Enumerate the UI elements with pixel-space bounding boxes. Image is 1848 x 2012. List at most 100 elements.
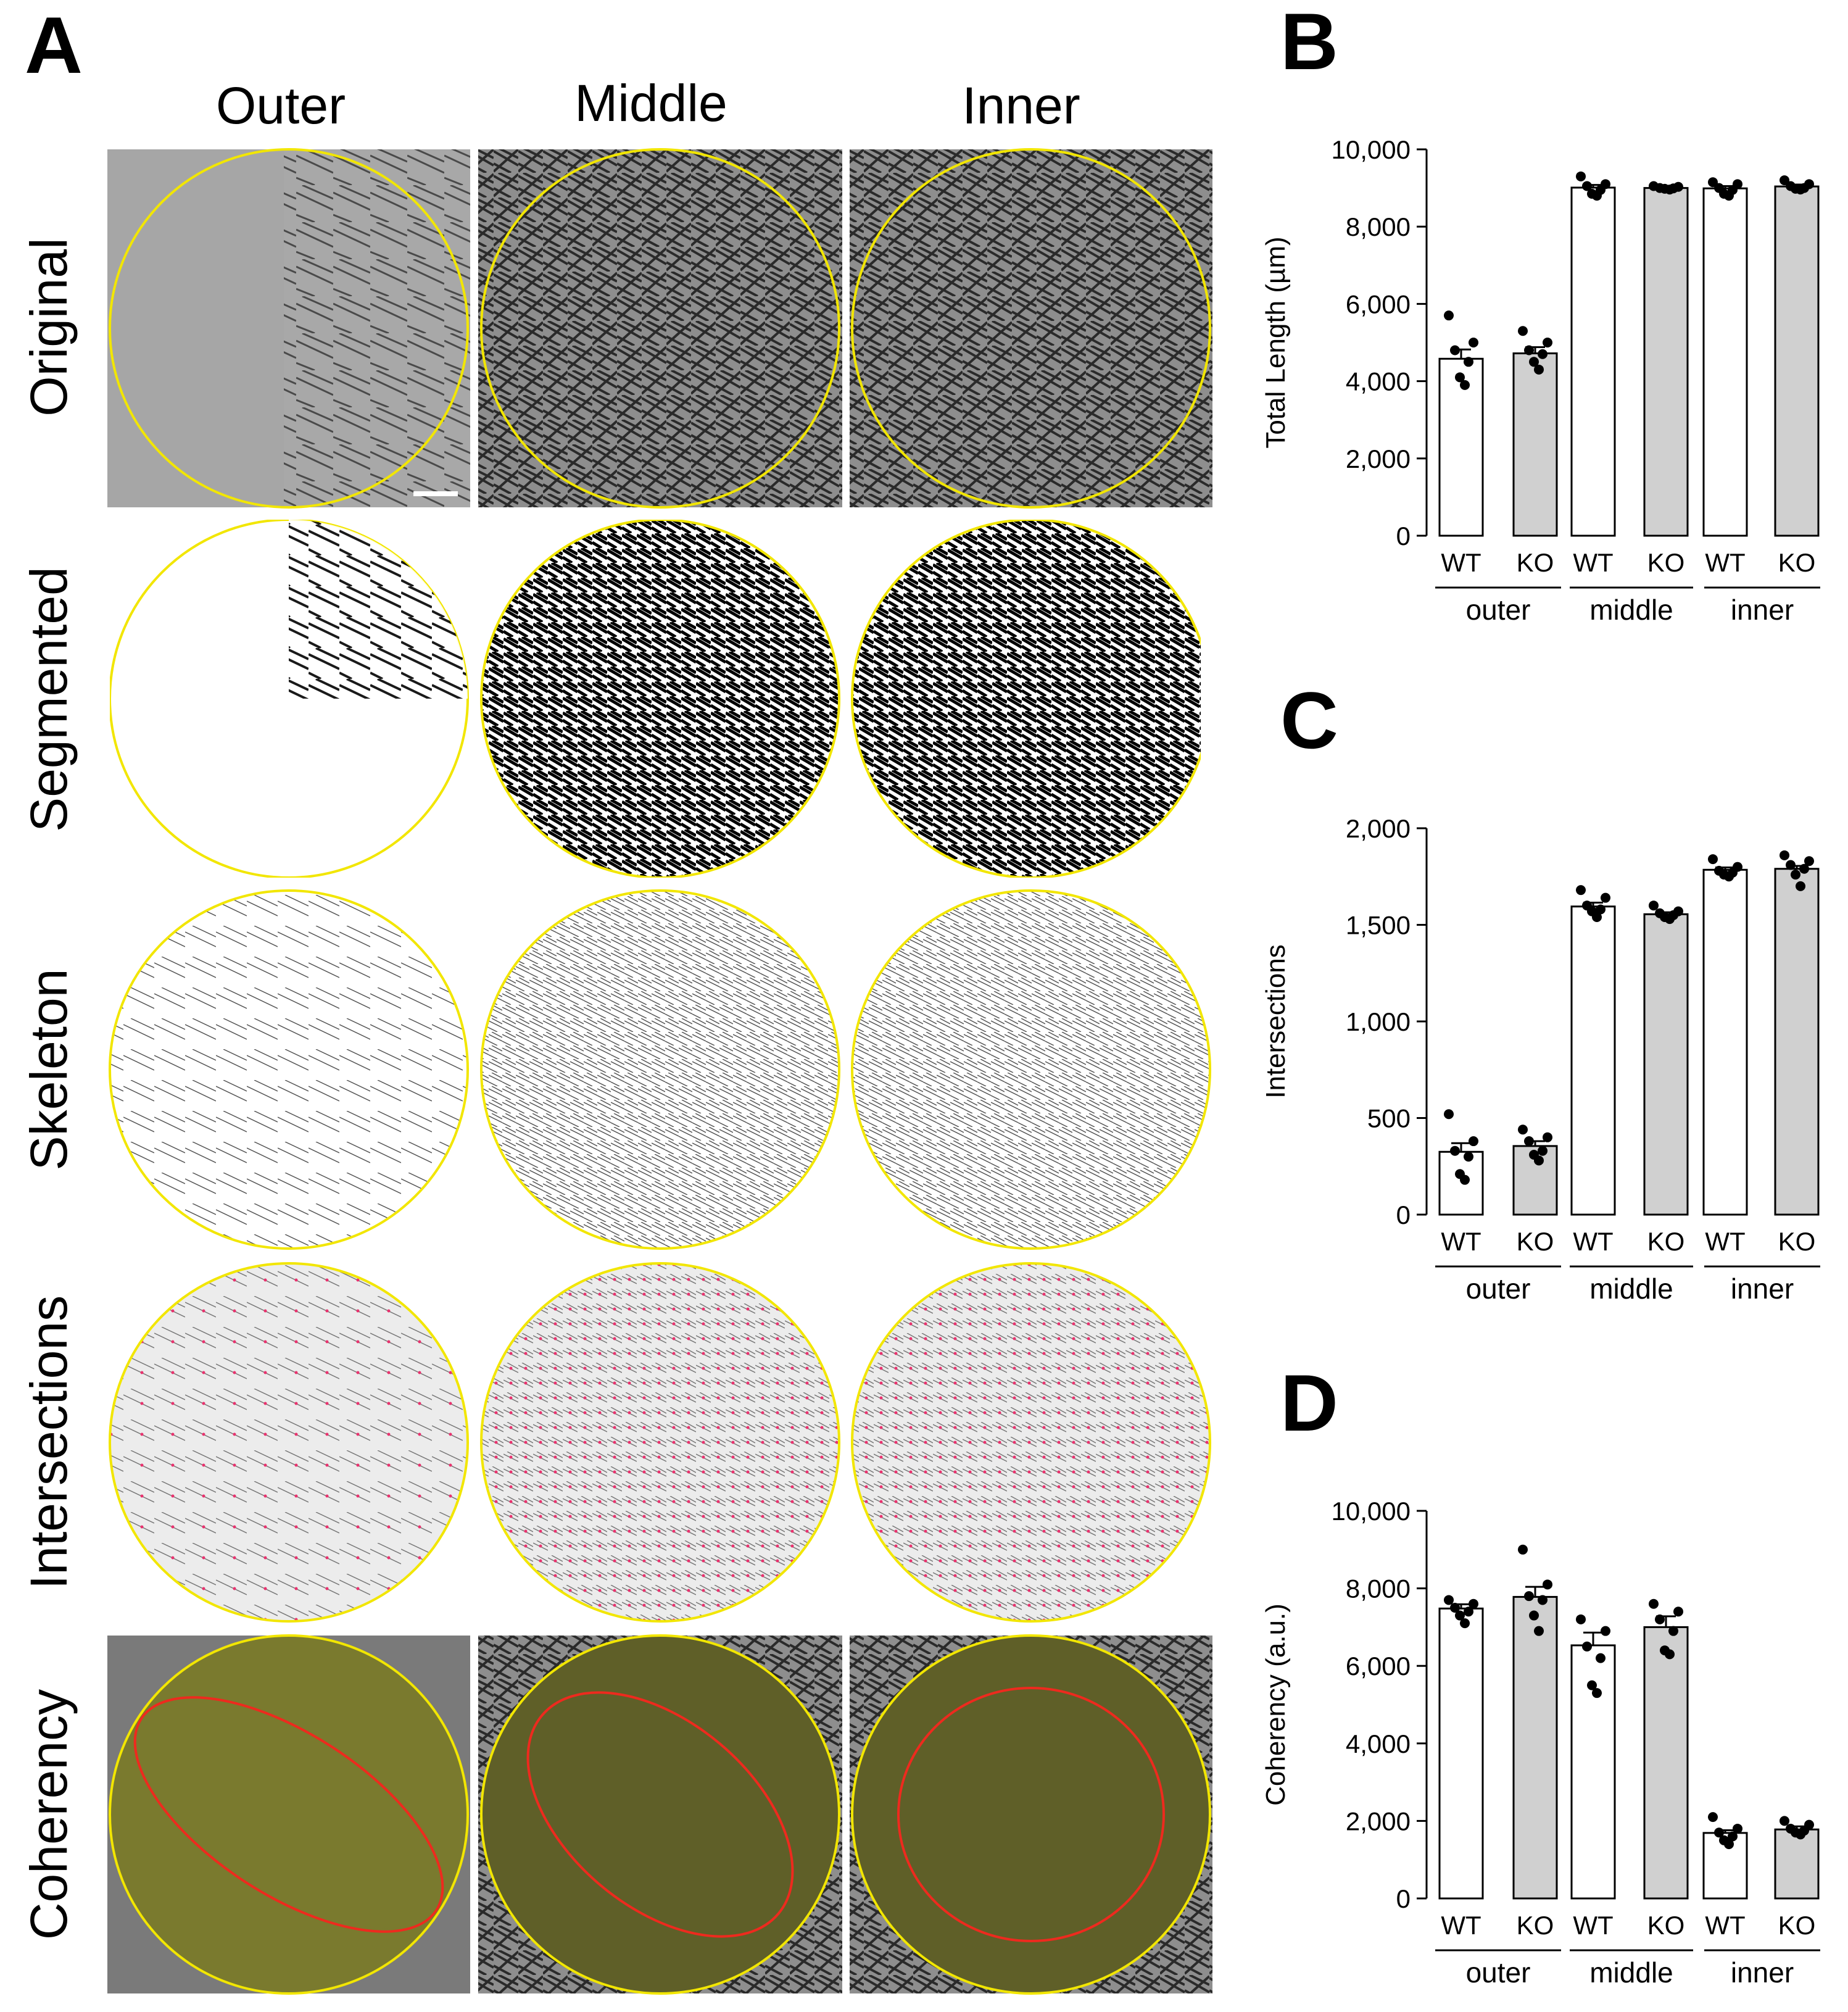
y-tick-label-c: 1,500: [1346, 911, 1411, 940]
data-point-d: [1596, 1653, 1606, 1663]
data-point-c: [1665, 914, 1675, 925]
original-inner-roi-circle: [851, 148, 1211, 509]
data-point-c: [1518, 1124, 1528, 1135]
scale-bar: [413, 491, 458, 496]
group-label-b: outer: [1466, 594, 1531, 626]
data-point-d: [1464, 1607, 1473, 1617]
data-point-d: [1601, 1626, 1610, 1636]
column-label-middle: Middle: [574, 74, 727, 132]
intersections-outer-disc: [109, 1262, 469, 1623]
y-tick-label-b: 8,000: [1346, 212, 1411, 241]
bar-b: [1774, 185, 1820, 537]
y-tick-label-b: 10,000: [1332, 135, 1411, 164]
data-point-d: [1450, 1603, 1460, 1613]
data-point-b: [1543, 338, 1552, 347]
data-point-c: [1708, 854, 1718, 865]
data-point-d: [1529, 1610, 1539, 1621]
y-tick-label-d: 0: [1396, 1884, 1411, 1913]
coherency-middle-roi: [480, 1634, 840, 1995]
data-point-d: [1665, 1649, 1675, 1660]
y-tick-label-c: 1,000: [1346, 1007, 1411, 1036]
charts-group: B 0 2,000 4,000 6,000 8,000 10,000 Total Length…: [1261, 0, 1820, 1989]
category-label-b: KO: [1517, 548, 1554, 577]
data-point-d: [1649, 1598, 1659, 1609]
bar-c: [1570, 905, 1616, 1216]
data-point-d: [1524, 1591, 1534, 1602]
group-label-d: outer: [1466, 1956, 1531, 1989]
y-axis-label-c: Intersections: [1261, 944, 1291, 1098]
data-point-d: [1780, 1816, 1789, 1826]
group-label-d: inner: [1731, 1956, 1794, 1989]
group-label-c: inner: [1731, 1273, 1794, 1305]
data-point-b: [1518, 326, 1528, 336]
data-point-d: [1460, 1618, 1470, 1629]
data-point-d: [1796, 1829, 1805, 1840]
y-tick-label-d: 2,000: [1346, 1806, 1411, 1835]
group-label-d: middle: [1589, 1956, 1673, 1989]
data-point-d: [1587, 1680, 1597, 1690]
row-skeleton: [109, 889, 1211, 1250]
data-point-b: [1780, 175, 1789, 186]
original-middle-image: [478, 149, 842, 507]
data-point-c: [1592, 912, 1602, 922]
category-label-d: WT: [1573, 1911, 1613, 1940]
panel-letter-c: C: [1280, 675, 1338, 765]
category-label-b: WT: [1573, 548, 1613, 577]
y-tick-label-d: 6,000: [1346, 1652, 1411, 1681]
data-point-d: [1534, 1626, 1544, 1636]
bar-d: [1774, 1828, 1820, 1900]
data-point-d: [1673, 1607, 1683, 1617]
category-label-c: WT: [1441, 1227, 1481, 1256]
data-point-b: [1665, 185, 1675, 195]
row-label-original: Original: [20, 238, 78, 416]
data-point-b: [1450, 345, 1460, 355]
bar-d: [1512, 1595, 1558, 1900]
data-point-b: [1592, 191, 1602, 201]
data-point-c: [1796, 881, 1805, 891]
category-label-c: WT: [1573, 1227, 1613, 1256]
data-point-d: [1708, 1812, 1718, 1823]
data-point-c: [1799, 863, 1809, 874]
data-point-c: [1444, 1109, 1454, 1120]
category-label-d: WT: [1441, 1911, 1481, 1940]
data-point-d: [1543, 1579, 1552, 1590]
row-original: [107, 148, 1212, 509]
y-axis-label-d: Coherency (a.u.): [1261, 1603, 1291, 1806]
group-label-b: middle: [1589, 594, 1673, 626]
data-point-b: [1538, 349, 1548, 359]
data-point-d: [1469, 1598, 1478, 1609]
coherency-inner-roi: [851, 1634, 1211, 1995]
bar-c: [1438, 1150, 1484, 1216]
data-point-c: [1804, 856, 1814, 867]
coherency-middle-ellipse: [526, 1691, 794, 1938]
group-label-c: outer: [1466, 1273, 1531, 1305]
data-point-b: [1724, 191, 1734, 201]
row-label-coherency: Coherency: [20, 1689, 78, 1940]
data-point-c: [1538, 1145, 1548, 1156]
bar-d: [1438, 1607, 1484, 1900]
data-point-b: [1529, 357, 1539, 367]
data-point-c: [1596, 904, 1606, 915]
data-point-d: [1724, 1839, 1734, 1850]
category-label-d: KO: [1778, 1911, 1816, 1940]
segmented-middle-disc: [480, 520, 840, 878]
data-point-c: [1780, 850, 1789, 860]
category-label-c: WT: [1705, 1227, 1745, 1256]
data-point-d: [1582, 1641, 1592, 1652]
category-label-c: KO: [1778, 1227, 1816, 1256]
bar-b: [1643, 187, 1689, 537]
y-tick-label-d: 10,000: [1332, 1497, 1411, 1526]
data-point-c: [1786, 860, 1796, 870]
y-tick-label-b: 6,000: [1346, 289, 1411, 318]
intersections-inner-disc: [851, 1262, 1211, 1623]
y-tick-label-c: 2,000: [1346, 814, 1411, 843]
intersections-middle-disc: [480, 1262, 840, 1623]
chart-c: C 0 500 1,000 1,500 2,000 Intersections WT KO WT K…: [1261, 675, 1820, 1305]
data-point-b: [1582, 181, 1592, 191]
data-point-b: [1708, 177, 1718, 188]
data-point-d: [1538, 1595, 1548, 1605]
y-tick-label-d: 8,000: [1346, 1574, 1411, 1603]
skeleton-middle-disc: [480, 889, 840, 1250]
data-point-c: [1460, 1174, 1470, 1185]
panel-letter-a: A: [25, 0, 83, 90]
